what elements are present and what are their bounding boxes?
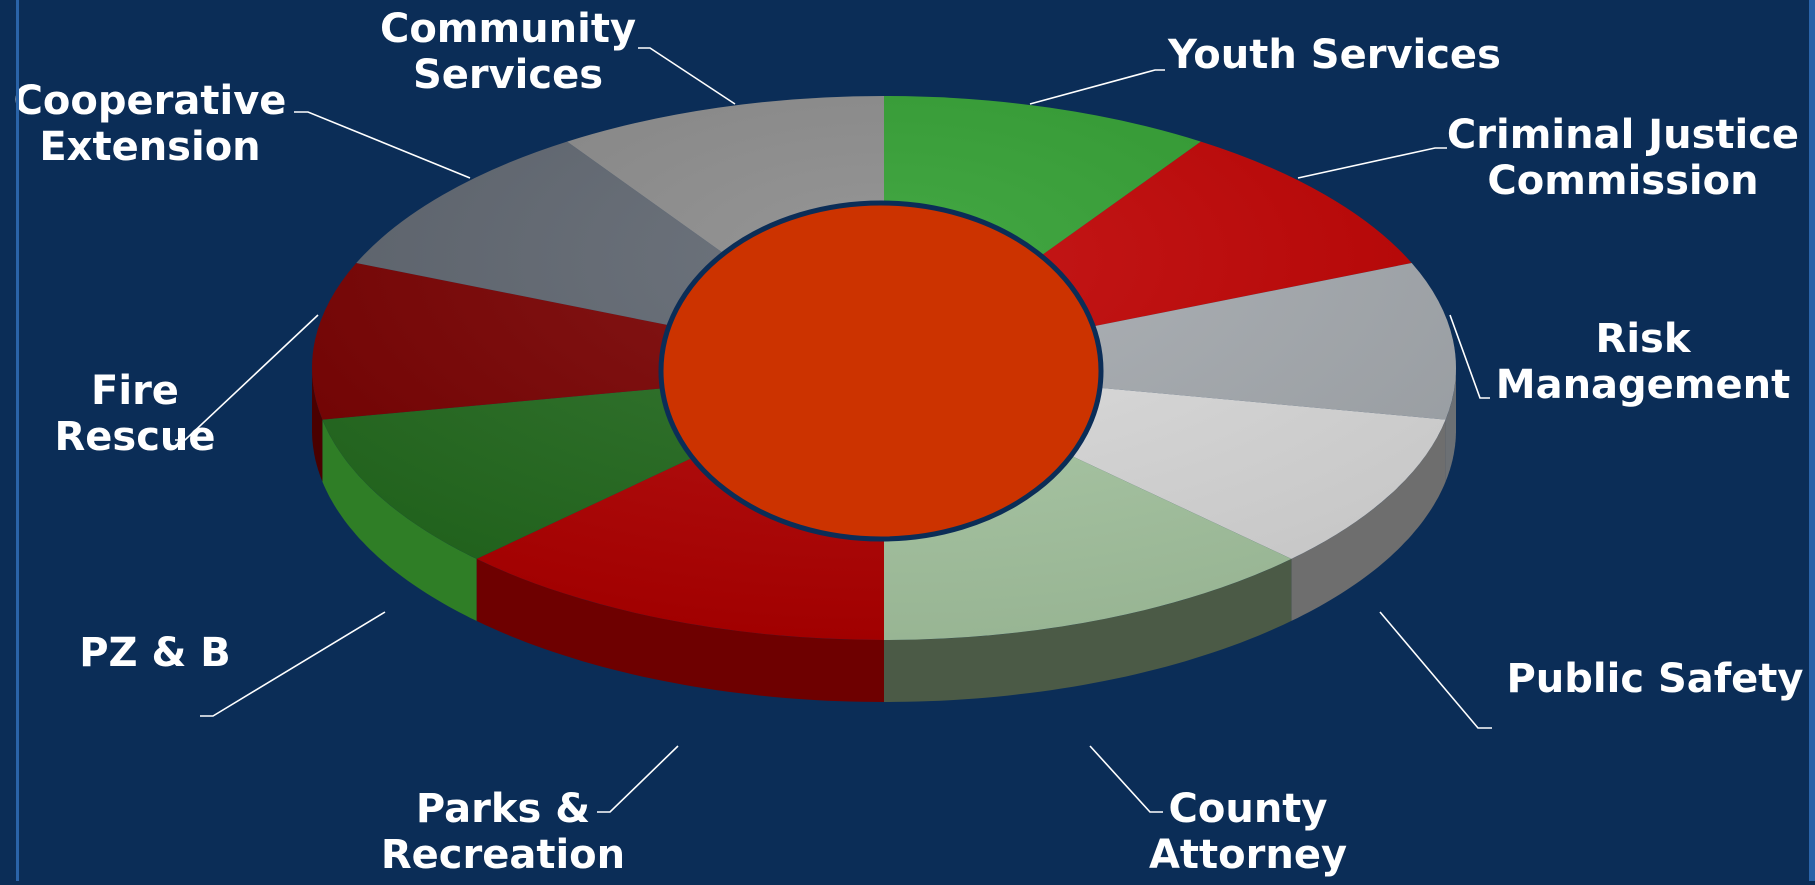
- slice-label-public: Public Safety: [1506, 656, 1803, 702]
- slice-label-line: Extension: [39, 124, 260, 170]
- leader-line-parks: [597, 745, 679, 813]
- slice-label-line: Fire: [91, 368, 179, 414]
- slice-label-parks: Parks & Recreation: [381, 786, 625, 878]
- right-accent-rule: [1809, 0, 1815, 881]
- slice-label-line: PZ & B: [79, 630, 231, 676]
- slice-label-line: Services: [413, 52, 603, 98]
- leader-line-pzb: [200, 611, 386, 717]
- slice-label-pzb: PZ & B: [79, 630, 231, 676]
- slice-label-line: Management: [1496, 362, 1790, 408]
- slice-label-line: Rescue: [54, 414, 215, 460]
- leader-line-county: [1089, 745, 1163, 813]
- slice-label-line: Risk: [1596, 316, 1692, 362]
- slice-label-youth: Youth Services: [1167, 32, 1501, 78]
- slice-label-line: Attorney: [1149, 832, 1347, 878]
- slice-label-criminal: Criminal Justice Commission: [1447, 112, 1799, 204]
- leader-line-youth: [1029, 69, 1165, 105]
- leader-line-risk: [1449, 314, 1490, 399]
- slice-label-line: County: [1169, 786, 1328, 832]
- donut-center: [658, 200, 1104, 542]
- slice-label-line: Criminal Justice: [1447, 112, 1799, 158]
- slice-label-community: Community Services: [380, 6, 636, 98]
- leader-line-coop: [294, 111, 471, 179]
- leader-lines: [175, 47, 1492, 813]
- slice-label-coop: Cooperative Extension: [14, 78, 287, 170]
- left-accent-rule: [16, 0, 19, 881]
- slice-label-line: Parks &: [416, 786, 590, 832]
- slice-label-line: Public Safety: [1506, 656, 1803, 702]
- slice-label-line: Recreation: [381, 832, 625, 878]
- slice-label-county: County Attorney: [1149, 786, 1347, 878]
- slice-label-risk: Risk Management: [1496, 316, 1790, 408]
- slice-label-line: Youth Services: [1167, 32, 1501, 78]
- slice-label-line: Community: [380, 6, 636, 52]
- slice-label-line: Commission: [1487, 158, 1758, 204]
- slice-labels: Youth Services Criminal Justice Commission…: [14, 6, 1804, 878]
- leader-line-fire: [175, 314, 319, 441]
- leader-line-community: [638, 47, 736, 105]
- leader-line-public: [1379, 611, 1492, 729]
- leader-line-criminal: [1297, 147, 1447, 179]
- slice-label-fire: Fire Rescue: [54, 368, 215, 460]
- slice-label-line: Cooperative: [14, 78, 287, 124]
